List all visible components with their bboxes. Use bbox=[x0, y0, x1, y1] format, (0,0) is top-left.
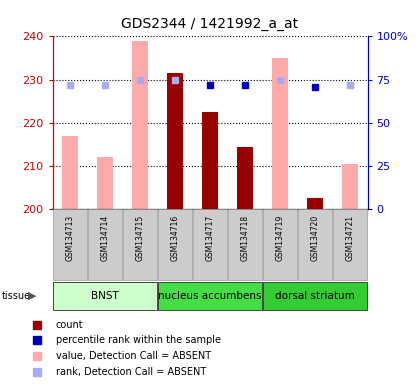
Text: dorsal striatum: dorsal striatum bbox=[275, 291, 355, 301]
Bar bbox=[52, 282, 158, 310]
Bar bbox=[62, 136, 78, 209]
Bar bbox=[202, 112, 218, 209]
Text: GSM134713: GSM134713 bbox=[66, 215, 74, 261]
Bar bbox=[52, 209, 87, 280]
Text: GSM134717: GSM134717 bbox=[205, 215, 215, 261]
Text: percentile rank within the sample: percentile rank within the sample bbox=[56, 335, 221, 345]
Bar bbox=[237, 147, 253, 209]
Bar bbox=[158, 282, 262, 310]
Text: value, Detection Call = ABSENT: value, Detection Call = ABSENT bbox=[56, 351, 211, 361]
Text: GDS2344 / 1421992_a_at: GDS2344 / 1421992_a_at bbox=[121, 17, 299, 31]
Text: count: count bbox=[56, 319, 84, 330]
Bar bbox=[167, 73, 183, 209]
Bar bbox=[228, 209, 262, 280]
Bar bbox=[193, 209, 227, 280]
Bar bbox=[123, 209, 158, 280]
Text: nucleus accumbens: nucleus accumbens bbox=[158, 291, 262, 301]
Bar bbox=[272, 58, 288, 209]
Text: ▶: ▶ bbox=[28, 291, 37, 301]
Bar bbox=[132, 41, 148, 209]
Bar bbox=[262, 282, 368, 310]
Text: rank, Detection Call = ABSENT: rank, Detection Call = ABSENT bbox=[56, 367, 206, 377]
Text: GSM134719: GSM134719 bbox=[276, 215, 284, 261]
Bar bbox=[158, 209, 192, 280]
Text: GSM134715: GSM134715 bbox=[136, 215, 144, 261]
Text: GSM134721: GSM134721 bbox=[346, 215, 354, 261]
Text: GSM134716: GSM134716 bbox=[171, 215, 179, 261]
Bar bbox=[262, 209, 297, 280]
Bar bbox=[342, 164, 358, 209]
Text: tissue: tissue bbox=[2, 291, 31, 301]
Bar bbox=[97, 157, 113, 209]
Bar bbox=[333, 209, 368, 280]
Text: GSM134714: GSM134714 bbox=[100, 215, 110, 261]
Bar bbox=[88, 209, 122, 280]
Bar bbox=[307, 199, 323, 209]
Text: GSM134718: GSM134718 bbox=[241, 215, 249, 261]
Bar bbox=[298, 209, 332, 280]
Text: GSM134720: GSM134720 bbox=[310, 215, 320, 261]
Text: BNST: BNST bbox=[91, 291, 119, 301]
